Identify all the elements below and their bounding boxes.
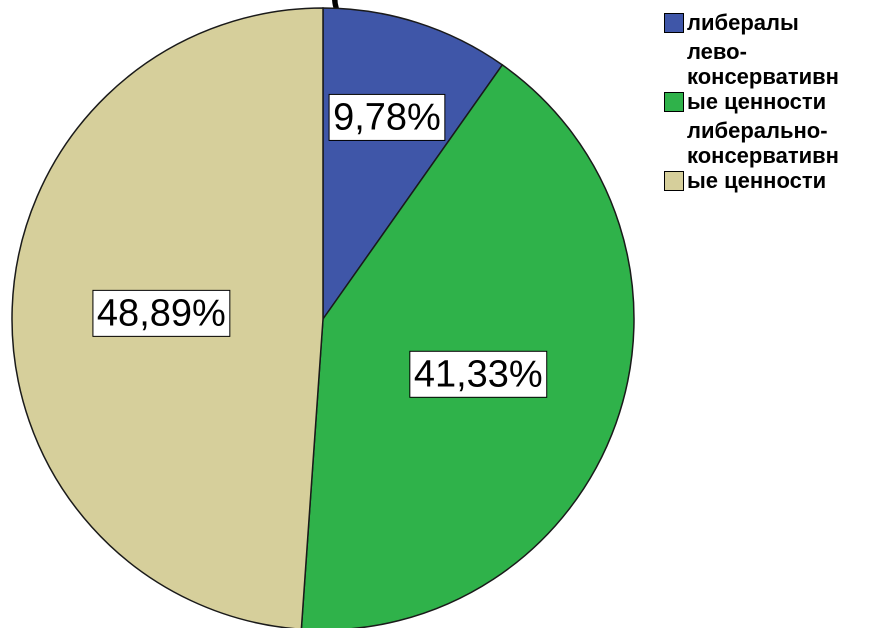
data-label-left-conservative: 41,33%: [409, 350, 548, 398]
legend-label-liberal-conservative: либерально- консервативн ые ценности: [687, 118, 839, 193]
data-label-text-left-conservative: 41,33%: [414, 353, 543, 395]
legend-swatch-liberals: [664, 13, 684, 33]
data-label-liberal-conservative: 48,89%: [92, 289, 231, 337]
data-label-box-liberals: [328, 93, 446, 141]
pie-slice-liberals: [322, 7, 504, 322]
legend-item-liberal-conservative: либерально- консервативн ые ценности: [664, 118, 874, 193]
data-label-text-liberal-conservative: 48,89%: [97, 292, 226, 334]
chart-legend: либералы лево- консервативн ые ценности …: [664, 10, 874, 197]
legend-label-liberals: либералы: [687, 10, 799, 35]
legend-label-left-conservative: лево- консервативн ые ценности: [687, 39, 839, 114]
legend-swatch-left-conservative: [664, 92, 684, 112]
data-label-box-liberal-conservative: [92, 289, 231, 337]
pie-slice-left-conservative: [300, 63, 635, 628]
data-label-text-liberals: 9,78%: [333, 96, 441, 138]
pie-data-labels: 9,78% 41,33% 48,89%: [92, 93, 548, 398]
data-label-box-left-conservative: [409, 350, 548, 398]
legend-swatch-liberal-conservative: [664, 171, 684, 191]
legend-item-left-conservative: лево- консервативн ые ценности: [664, 39, 874, 114]
legend-item-liberals: либералы: [664, 10, 874, 35]
data-label-liberals: 9,78%: [328, 93, 446, 141]
